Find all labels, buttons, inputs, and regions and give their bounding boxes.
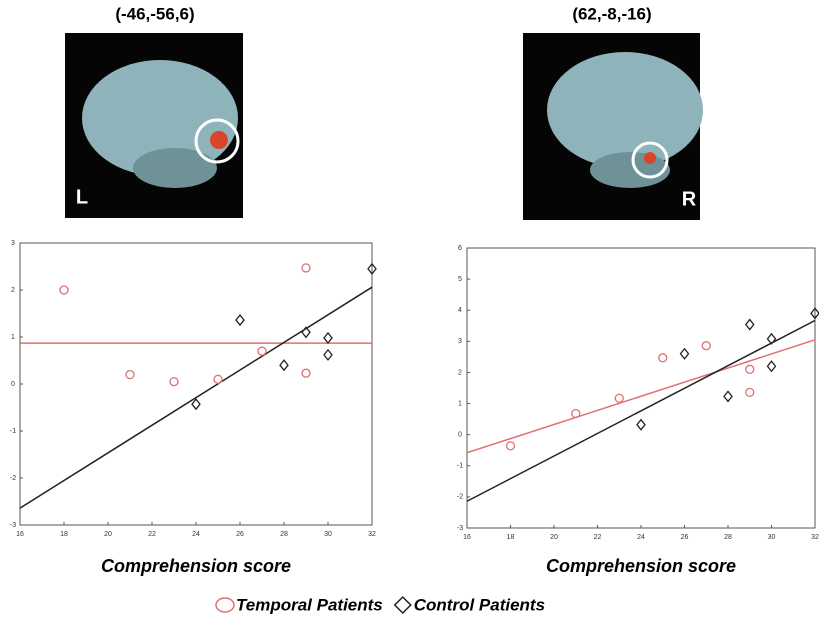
y-tick-label: 0: [11, 381, 15, 388]
x-tick-label: 28: [724, 534, 732, 541]
chart-title: (-46,-56,6): [115, 4, 194, 23]
marker: [746, 365, 754, 373]
legend-label: Control Patients: [414, 595, 545, 614]
y-tick-label: -2: [10, 475, 16, 482]
x-tick-label: 32: [811, 534, 819, 541]
x-tick-label: 26: [681, 534, 689, 541]
marker: [192, 399, 200, 409]
x-tick-label: 30: [768, 534, 776, 541]
marker: [637, 420, 645, 430]
marker: [724, 391, 732, 401]
y-tick-label: -1: [457, 463, 463, 470]
image-label: R: [682, 188, 697, 210]
figure: (-46,-56,6)L-3-2-10123161820222426283032…: [0, 0, 819, 629]
marker: [236, 315, 244, 325]
marker: [681, 349, 689, 359]
brain-image-right: [523, 33, 703, 220]
x-tick-label: 30: [324, 531, 332, 538]
x-tick-label: 20: [104, 531, 112, 538]
marker: [258, 347, 266, 355]
x-tick-label: 18: [507, 534, 515, 541]
marker: [768, 361, 776, 371]
x-tick-label: 28: [280, 531, 288, 538]
chart-title: (62,-8,-16): [572, 4, 651, 23]
marker: [659, 354, 667, 362]
x-tick-label: 16: [16, 531, 24, 538]
x-tick-label: 26: [236, 531, 244, 538]
marker: [170, 378, 178, 386]
y-tick-label: 1: [11, 334, 15, 341]
plot-frame: [20, 243, 372, 525]
x-tick-label: 24: [192, 531, 200, 538]
x-tick-label: 20: [550, 534, 558, 541]
marker: [302, 264, 310, 272]
image-label: L: [76, 186, 88, 208]
x-tick-label: 18: [60, 531, 68, 538]
x-axis-label: Comprehension score: [101, 556, 291, 576]
x-tick-label: 16: [463, 534, 471, 541]
legend-marker: [216, 598, 234, 612]
y-tick-label: -3: [457, 525, 463, 532]
y-tick-label: 2: [458, 369, 462, 376]
marker: [126, 371, 134, 379]
marker: [324, 350, 332, 360]
marker: [214, 375, 222, 383]
y-tick-label: 3: [458, 338, 462, 345]
y-tick-label: -2: [457, 494, 463, 501]
y-tick-label: -3: [10, 522, 16, 529]
marker: [507, 442, 515, 450]
fit-line: [467, 340, 815, 453]
brain-image-left: [65, 33, 243, 218]
marker: [572, 410, 580, 418]
fit-line: [467, 320, 815, 501]
marker: [746, 320, 754, 330]
y-tick-label: 6: [458, 245, 462, 252]
legend-label: Temporal Patients: [236, 595, 383, 614]
x-tick-label: 22: [148, 531, 156, 538]
marker: [302, 369, 310, 377]
y-tick-label: 0: [458, 432, 462, 439]
x-axis-label: Comprehension score: [546, 556, 736, 576]
fit-line: [20, 287, 372, 508]
y-tick-label: 5: [458, 276, 462, 283]
x-tick-label: 24: [637, 534, 645, 541]
plot-frame: [467, 248, 815, 528]
x-tick-label: 22: [594, 534, 602, 541]
y-tick-label: 2: [11, 287, 15, 294]
marker: [746, 388, 754, 396]
y-tick-label: 4: [458, 307, 462, 314]
marker: [60, 286, 68, 294]
y-tick-label: 1: [458, 400, 462, 407]
marker: [324, 333, 332, 343]
y-tick-label: -1: [10, 428, 16, 435]
legend-marker: [395, 597, 411, 613]
y-tick-label: 3: [11, 240, 15, 247]
x-tick-label: 32: [368, 531, 376, 538]
marker: [702, 342, 710, 350]
marker: [615, 394, 623, 402]
marker: [280, 360, 288, 370]
